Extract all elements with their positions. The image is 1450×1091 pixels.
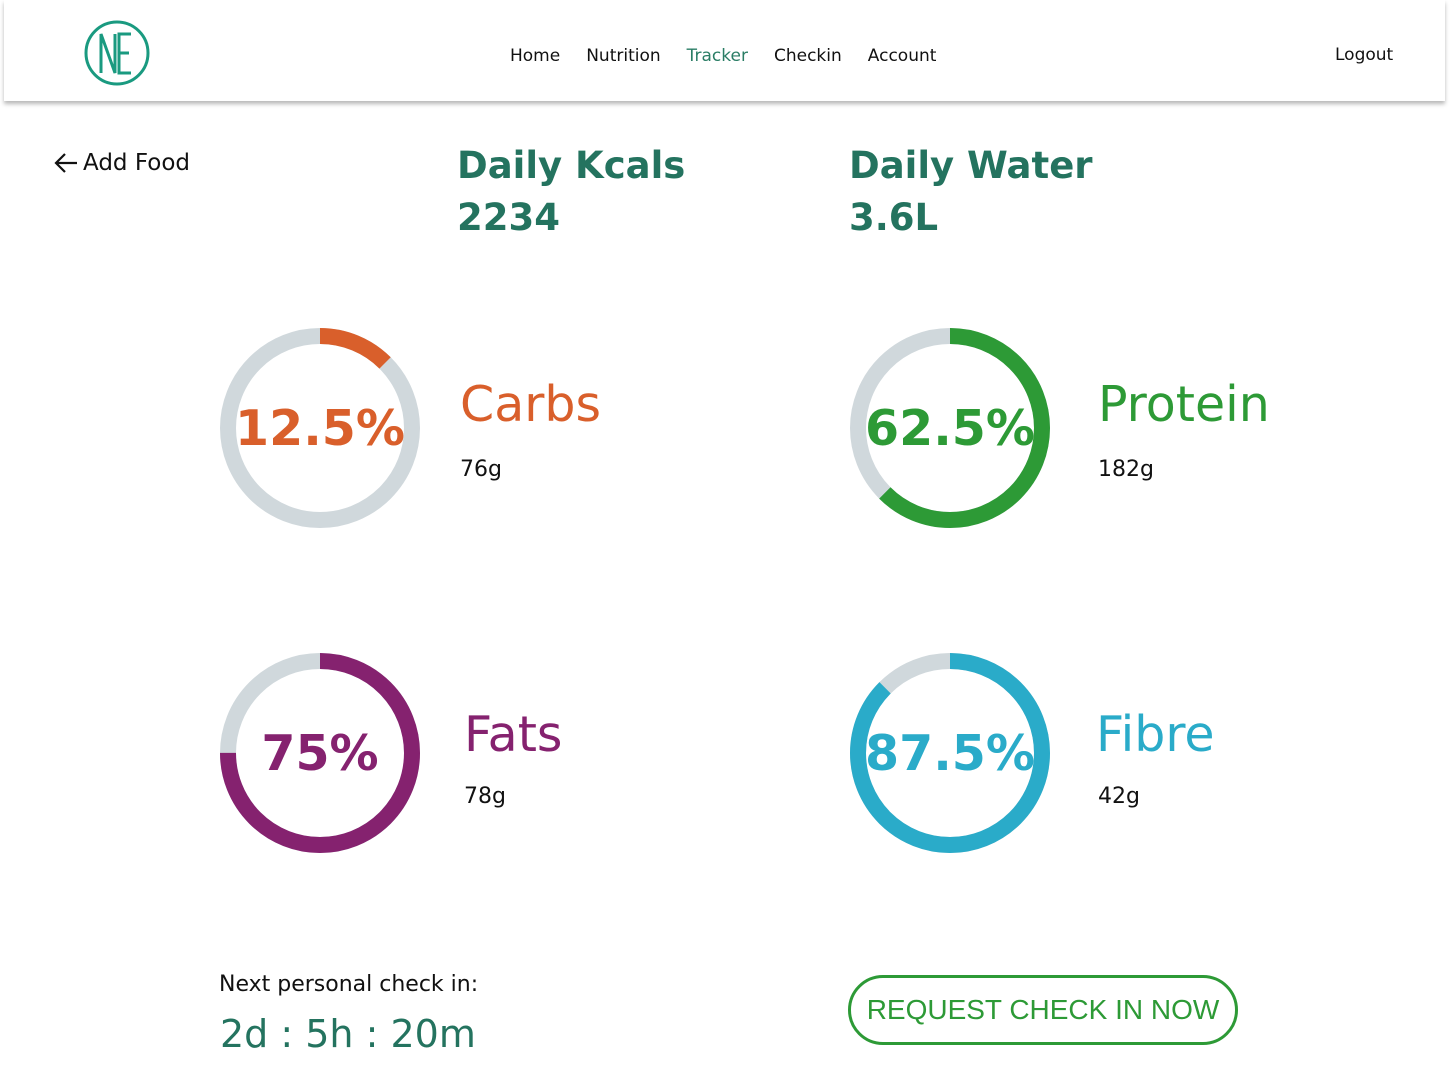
- add-food-back-link[interactable]: Add Food: [53, 150, 190, 176]
- logout-link[interactable]: Logout: [1335, 45, 1394, 65]
- next-checkin-label: Next personal check in:: [219, 972, 479, 997]
- water-label: Daily Water: [849, 144, 1093, 187]
- ring-fill: [850, 653, 1050, 853]
- fats-name: Fats: [464, 706, 563, 763]
- fats-percent: 75%: [261, 724, 379, 782]
- protein-progress-ring: 62.5%: [850, 328, 1050, 528]
- fibre-progress-ring: 87.5%: [850, 653, 1050, 853]
- ring-fill: [850, 328, 1050, 528]
- nav-nutrition[interactable]: Nutrition: [586, 46, 661, 66]
- daily-water: Daily Water 3.6L: [849, 140, 1093, 244]
- carbs-percent: 12.5%: [235, 399, 405, 457]
- nav-checkin[interactable]: Checkin: [773, 46, 842, 66]
- nav-links: Home Nutrition Tracker Checkin Account: [510, 46, 936, 66]
- nav-tracker[interactable]: Tracker: [686, 46, 748, 66]
- kcals-label: Daily Kcals: [457, 144, 686, 187]
- top-nav: Home Nutrition Tracker Checkin Account L…: [4, 0, 1445, 101]
- arrow-left-icon: [54, 153, 77, 173]
- daily-kcals: Daily Kcals 2234: [457, 140, 685, 244]
- carbs-amount: 76g: [460, 457, 502, 482]
- fats-progress-ring: 75%: [220, 653, 420, 853]
- request-checkin-button[interactable]: REQUEST CHECK IN NOW: [848, 975, 1238, 1045]
- fibre-amount: 42g: [1098, 784, 1140, 809]
- protein-percent: 62.5%: [865, 399, 1035, 457]
- logo[interactable]: [81, 18, 153, 92]
- protein-name: Protein: [1098, 376, 1270, 433]
- fats-amount: 78g: [464, 784, 506, 809]
- checkin-countdown: 2d : 5h : 20m: [220, 1012, 476, 1056]
- water-value: 3.6L: [849, 196, 939, 239]
- carbs-progress-ring: 12.5%: [220, 328, 420, 528]
- protein-amount: 182g: [1098, 457, 1154, 482]
- add-food-label: Add Food: [83, 150, 190, 176]
- carbs-name: Carbs: [460, 376, 602, 433]
- nav-home[interactable]: Home: [510, 46, 561, 66]
- fibre-name: Fibre: [1096, 706, 1215, 763]
- ring-fill: [220, 328, 420, 528]
- fibre-percent: 87.5%: [865, 724, 1035, 782]
- kcals-value: 2234: [457, 196, 560, 239]
- nav-account[interactable]: Account: [867, 46, 937, 66]
- ring-fill: [220, 653, 420, 853]
